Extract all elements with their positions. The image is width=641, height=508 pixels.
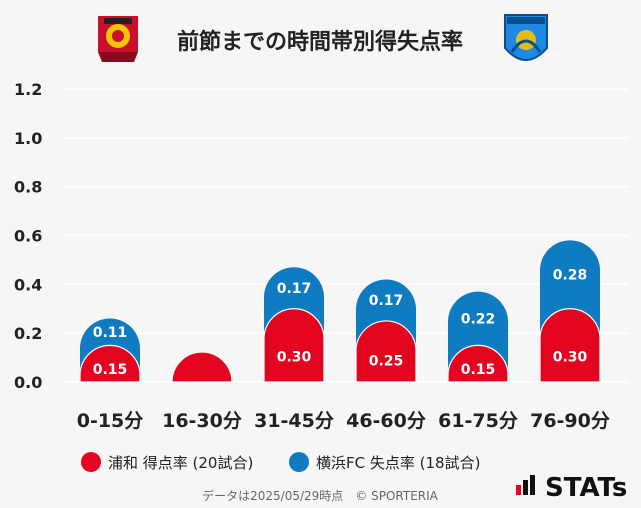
data-label-yokohama: 0.11: [93, 325, 128, 341]
data-label-yokohama: 0.17: [369, 293, 404, 309]
x-tick-label: 31-45分: [254, 410, 334, 432]
data-source-note: データは2025/05/29時点 © SPORTERIA: [202, 488, 439, 503]
urawa-crest-icon: [98, 16, 138, 62]
x-tick-label: 16-30分: [162, 410, 242, 432]
data-label-yokohama: 0.17: [277, 281, 312, 297]
bar-urawa-score: [263, 308, 325, 383]
x-tick-label: 76-90分: [530, 410, 610, 432]
bar-urawa-score: [171, 351, 233, 383]
x-axis: 0-15分 16-30分 31-45分 46-60分 61-75分 76-90分: [77, 410, 610, 432]
x-tick-label: 61-75分: [438, 410, 518, 432]
data-label-urawa: 0.15: [461, 362, 496, 378]
data-label-urawa: 0.15: [93, 362, 128, 378]
stats-brand: STATs: [545, 473, 627, 503]
bar-urawa-score: [79, 344, 141, 383]
legend-swatch-yokohama: [289, 452, 309, 472]
y-tick-label: 1.0: [14, 129, 42, 148]
bar-urawa-score: [355, 320, 417, 383]
data-label-yokohama: 0.28: [553, 268, 588, 284]
legend: 浦和 得点率 (20試合) 横浜FC 失点率 (18試合): [81, 452, 480, 472]
data-label-urawa: 0.30: [553, 349, 588, 365]
data-label-urawa: 0.30: [277, 349, 312, 365]
data-label-yokohama: 0.22: [461, 312, 496, 328]
x-tick-label: 0-15分: [77, 410, 144, 432]
y-tick-label: 0.4: [14, 275, 42, 294]
legend-label-yokohama: 横浜FC 失点率 (18試合): [316, 454, 480, 472]
bar-urawa-score: [539, 308, 601, 383]
legend-label-urawa: 浦和 得点率 (20試合): [108, 454, 253, 472]
bars: 0.15 0.11 0.30 0.17 0.25 0.17 0.15 0.22 0.30 0.28: [79, 240, 601, 383]
stats-logo-icon: [516, 485, 521, 495]
gridlines: [62, 88, 628, 383]
y-axis: 0.0 0.2 0.4 0.6 0.8 1.0 1.2: [14, 80, 42, 392]
y-tick-label: 0.8: [14, 178, 42, 197]
chart-title: 前節までの時間帯別得失点率: [177, 29, 463, 55]
x-tick-label: 46-60分: [346, 410, 426, 432]
yokohama-fc-crest-icon: [504, 14, 548, 61]
legend-swatch-urawa: [81, 452, 101, 472]
y-tick-label: 1.2: [14, 80, 42, 99]
y-tick-label: 0.0: [14, 373, 42, 392]
bar-urawa-score: [447, 344, 509, 383]
data-label-urawa: 0.25: [369, 354, 404, 370]
y-tick-label: 0.2: [14, 324, 42, 343]
y-tick-label: 0.6: [14, 227, 42, 246]
stats-logo: STATs: [516, 473, 627, 503]
